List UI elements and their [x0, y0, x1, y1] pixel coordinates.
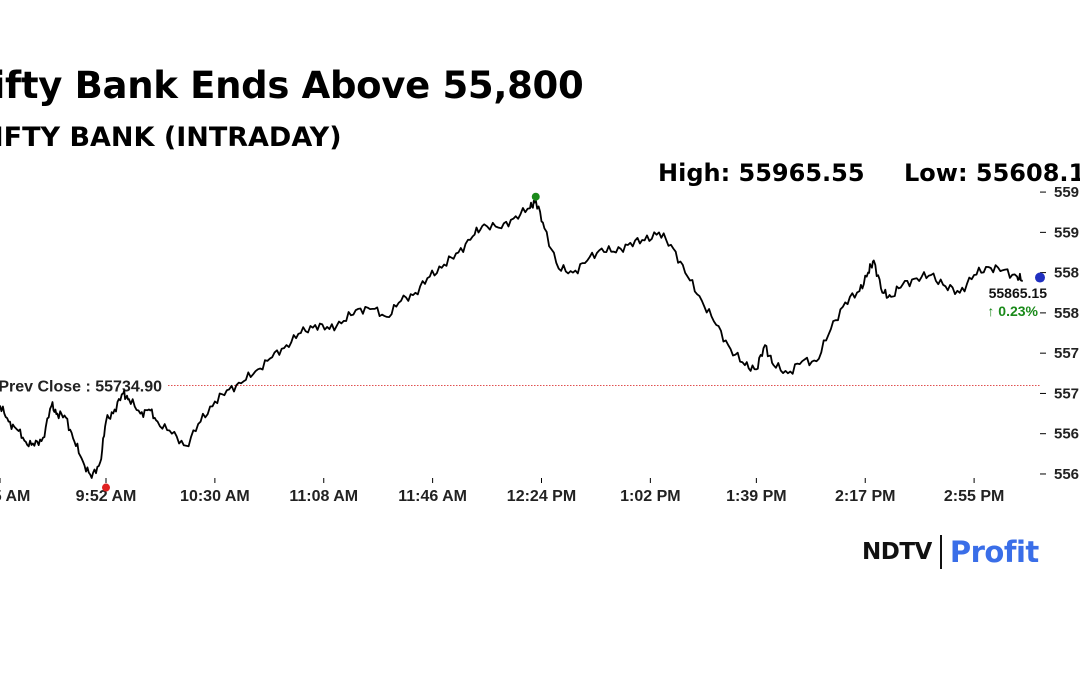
profit-logo-text: Profit — [949, 535, 1039, 569]
ndtv-logo-text: NDTV — [862, 539, 932, 565]
chart-subtitle: NIFTY BANK (INTRADAY) — [0, 122, 342, 153]
prev-close-label: Prev Close : 55734.90 — [0, 378, 162, 395]
y-tick-label: 559 — [1054, 184, 1079, 201]
x-tick-label: 1:39 PM — [726, 488, 786, 505]
high-stat: High: 55965.55 — [658, 159, 865, 187]
x-tick-label: 11:08 AM — [289, 488, 358, 505]
y-tick-label: 559 — [1054, 224, 1079, 241]
x-tick-label: 11:46 AM — [398, 488, 467, 505]
y-tick-label: 556 — [1054, 466, 1079, 483]
low-marker — [102, 483, 111, 492]
high-marker — [531, 192, 540, 201]
low-stat: Low: 55608.15 — [904, 159, 1080, 187]
price-line — [0, 199, 1023, 479]
x-tick-label: 1:02 PM — [620, 488, 680, 505]
x-tick-label: 9:15 AM — [0, 488, 30, 505]
y-tick-label: 558 — [1054, 265, 1079, 282]
y-tick-label: 556 — [1054, 426, 1079, 443]
ndtv-profit-logo: NDTV Profit — [862, 532, 1039, 572]
chart-title: Nifty Bank Ends Above 55,800 — [0, 64, 584, 107]
y-tick-label: 558 — [1054, 305, 1079, 322]
x-tick-label: 2:55 PM — [944, 488, 1004, 505]
logo-divider — [939, 535, 942, 569]
x-tick-label: 2:17 PM — [835, 488, 895, 505]
last-price-marker — [1035, 272, 1045, 283]
x-tick-label: 9:52 AM — [76, 488, 137, 505]
y-tick-label: 557 — [1054, 385, 1079, 402]
change-percent-label: ↑ 0.23% — [987, 303, 1038, 319]
x-tick-label: 10:30 AM — [180, 488, 250, 505]
last-price-label: 55865.15 — [989, 285, 1048, 301]
y-tick-label: 557 — [1054, 345, 1079, 362]
x-tick-label: 12:24 PM — [507, 488, 576, 505]
